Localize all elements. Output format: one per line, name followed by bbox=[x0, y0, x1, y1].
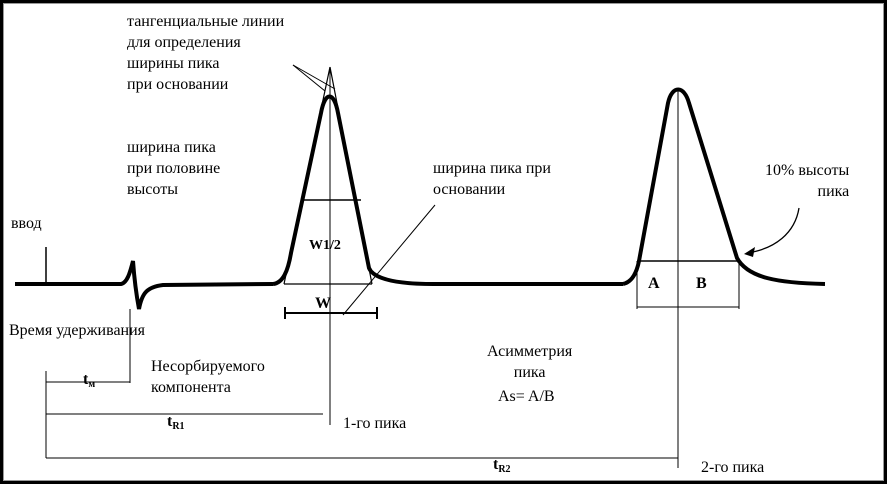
tm-main: t bbox=[83, 371, 89, 388]
w-half-label: W1/2 bbox=[309, 238, 341, 253]
tr1-subscript: R1 bbox=[172, 421, 185, 432]
base-width-label: ширина пика при основании bbox=[433, 160, 551, 198]
half-height-width-label: ширина пика при половине высоты bbox=[127, 139, 221, 198]
ten-percent-label: 10% высоты пика bbox=[765, 162, 850, 200]
baseline-left bbox=[15, 260, 274, 310]
first-peak-label: 1-го пика bbox=[343, 415, 407, 432]
tr1-main: t bbox=[167, 413, 173, 430]
base-width-pointer bbox=[342, 204, 436, 316]
ten-percent-arrowhead bbox=[744, 247, 755, 257]
a-label: A bbox=[648, 275, 660, 292]
unretained-label: Несорбируемого компонента bbox=[151, 358, 265, 396]
tangent-lines-label: тангенциальные линии для определения шир… bbox=[127, 13, 285, 93]
b-label: B bbox=[696, 275, 707, 292]
tangent-pointer-2 bbox=[292, 64, 336, 90]
asymmetry-formula: As= A/B bbox=[498, 388, 555, 405]
ten-percent-arrow bbox=[746, 207, 800, 254]
asymmetry-label: Асимметрия пика bbox=[487, 343, 573, 381]
retention-time-label: Время удерживания bbox=[9, 322, 146, 339]
peak-2 bbox=[622, 87, 826, 286]
tr2-main: t bbox=[493, 456, 499, 473]
diagram-graphics bbox=[15, 64, 826, 468]
tangent-line-left bbox=[283, 66, 331, 285]
tangent-line-right bbox=[329, 66, 373, 285]
peak-1 bbox=[272, 94, 434, 286]
tr2-subscript: R2 bbox=[498, 464, 511, 475]
injection-label: ввод bbox=[11, 215, 42, 232]
w-label: W bbox=[315, 295, 331, 312]
tangent-pointer-1 bbox=[292, 64, 326, 92]
second-peak-label: 2-го пика bbox=[701, 459, 765, 476]
tm-label: tм bbox=[83, 369, 95, 395]
tr1-label: tR1 bbox=[167, 411, 185, 437]
tm-subscript: м bbox=[88, 379, 96, 390]
tr2-label: tR2 bbox=[493, 454, 511, 480]
